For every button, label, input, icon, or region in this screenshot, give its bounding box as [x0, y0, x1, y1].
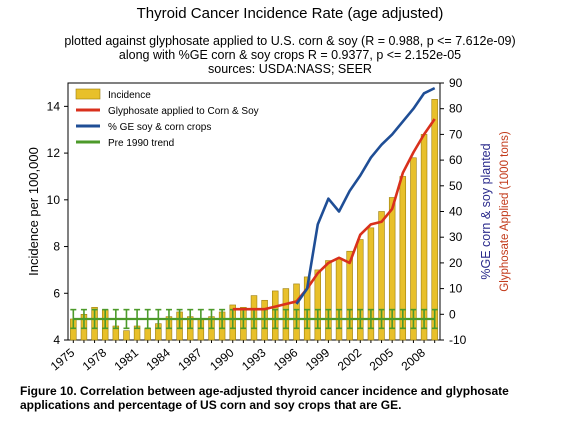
- y-axis-title: Incidence per 100,000: [26, 147, 41, 276]
- y-right-tick-label: 10: [449, 282, 463, 296]
- y-right-tick-label: -10: [449, 333, 467, 347]
- x-tick-label: 1978: [80, 345, 110, 373]
- y-right-axis-title-ge: %GE corn & soy planted: [479, 143, 493, 279]
- y-right-tick-label: 0: [449, 307, 456, 321]
- y-right-tick-label: 60: [449, 153, 463, 167]
- x-tick-label: 1987: [175, 345, 205, 373]
- incidence-bar: [144, 328, 151, 341]
- y-right-tick-label: 40: [449, 205, 463, 219]
- y-tick-label: 4: [53, 333, 60, 347]
- legend-label: % GE soy & corn crops: [108, 122, 211, 133]
- figure-caption: Figure 10. Correlation between age-adjus…: [20, 384, 509, 412]
- y-tick-label: 14: [47, 99, 61, 113]
- y-right-tick-label: 50: [449, 179, 463, 193]
- y-right-tick-label: 90: [449, 76, 463, 90]
- incidence-bar: [357, 239, 364, 341]
- y-tick-label: 6: [53, 286, 60, 300]
- x-tick-label: 2002: [335, 345, 365, 373]
- x-tick-label: 1981: [112, 345, 142, 373]
- subtitle-line-1: plotted against glyphosate applied to U.…: [64, 34, 516, 48]
- y-right-tick-label: 20: [449, 256, 463, 270]
- incidence-bar: [314, 269, 321, 341]
- x-tick-label: 1993: [239, 345, 269, 373]
- legend-swatch: [75, 88, 101, 100]
- ge-line: [295, 86, 436, 305]
- incidence-bar: [388, 197, 396, 341]
- legend-label: Glyphosate applied to Corn & Soy: [108, 106, 259, 117]
- x-tick-label: 1996: [271, 345, 301, 373]
- incidence-bar: [367, 227, 375, 341]
- y-tick-label: 8: [53, 240, 60, 254]
- y-tick-label: 10: [47, 193, 61, 207]
- y-tick-label: 12: [47, 146, 61, 160]
- y-right-tick-label: 30: [449, 230, 463, 244]
- glyphosate-line: [232, 118, 436, 311]
- incidence-bar: [303, 276, 311, 341]
- incidence-bar: [123, 330, 130, 341]
- incidence-bar: [378, 211, 385, 341]
- incidence-bar: [431, 99, 438, 341]
- y-right-tick-label: 70: [449, 127, 463, 141]
- x-tick-label: 1975: [48, 345, 78, 373]
- x-tick-label: 2008: [399, 345, 429, 373]
- subtitle-line-3: sources: USDA:NASS; SEER: [208, 62, 372, 76]
- x-tick-label: 1984: [143, 345, 173, 373]
- legend-label: Pre 1990 trend: [108, 138, 174, 149]
- legend-box: [72, 85, 282, 153]
- x-tick-label: 1999: [303, 345, 333, 373]
- incidence-bar: [325, 260, 332, 341]
- incidence-bar: [410, 157, 417, 341]
- incidence-bar: [346, 250, 353, 341]
- x-tick-label: 2005: [367, 345, 397, 373]
- x-tick-label: 1990: [207, 345, 237, 373]
- subtitle-line-2: along with %GE corn & soy crops R = 0.93…: [118, 48, 462, 62]
- legend-label: Incidence: [108, 90, 151, 101]
- y-right-axis-title-glyphosate: Glyphosate Applied (1000 tons): [499, 131, 511, 292]
- chart-title: Thyroid Cancer Incidence Rate (age adjus…: [136, 5, 444, 22]
- y-right-tick-label: 80: [449, 102, 463, 116]
